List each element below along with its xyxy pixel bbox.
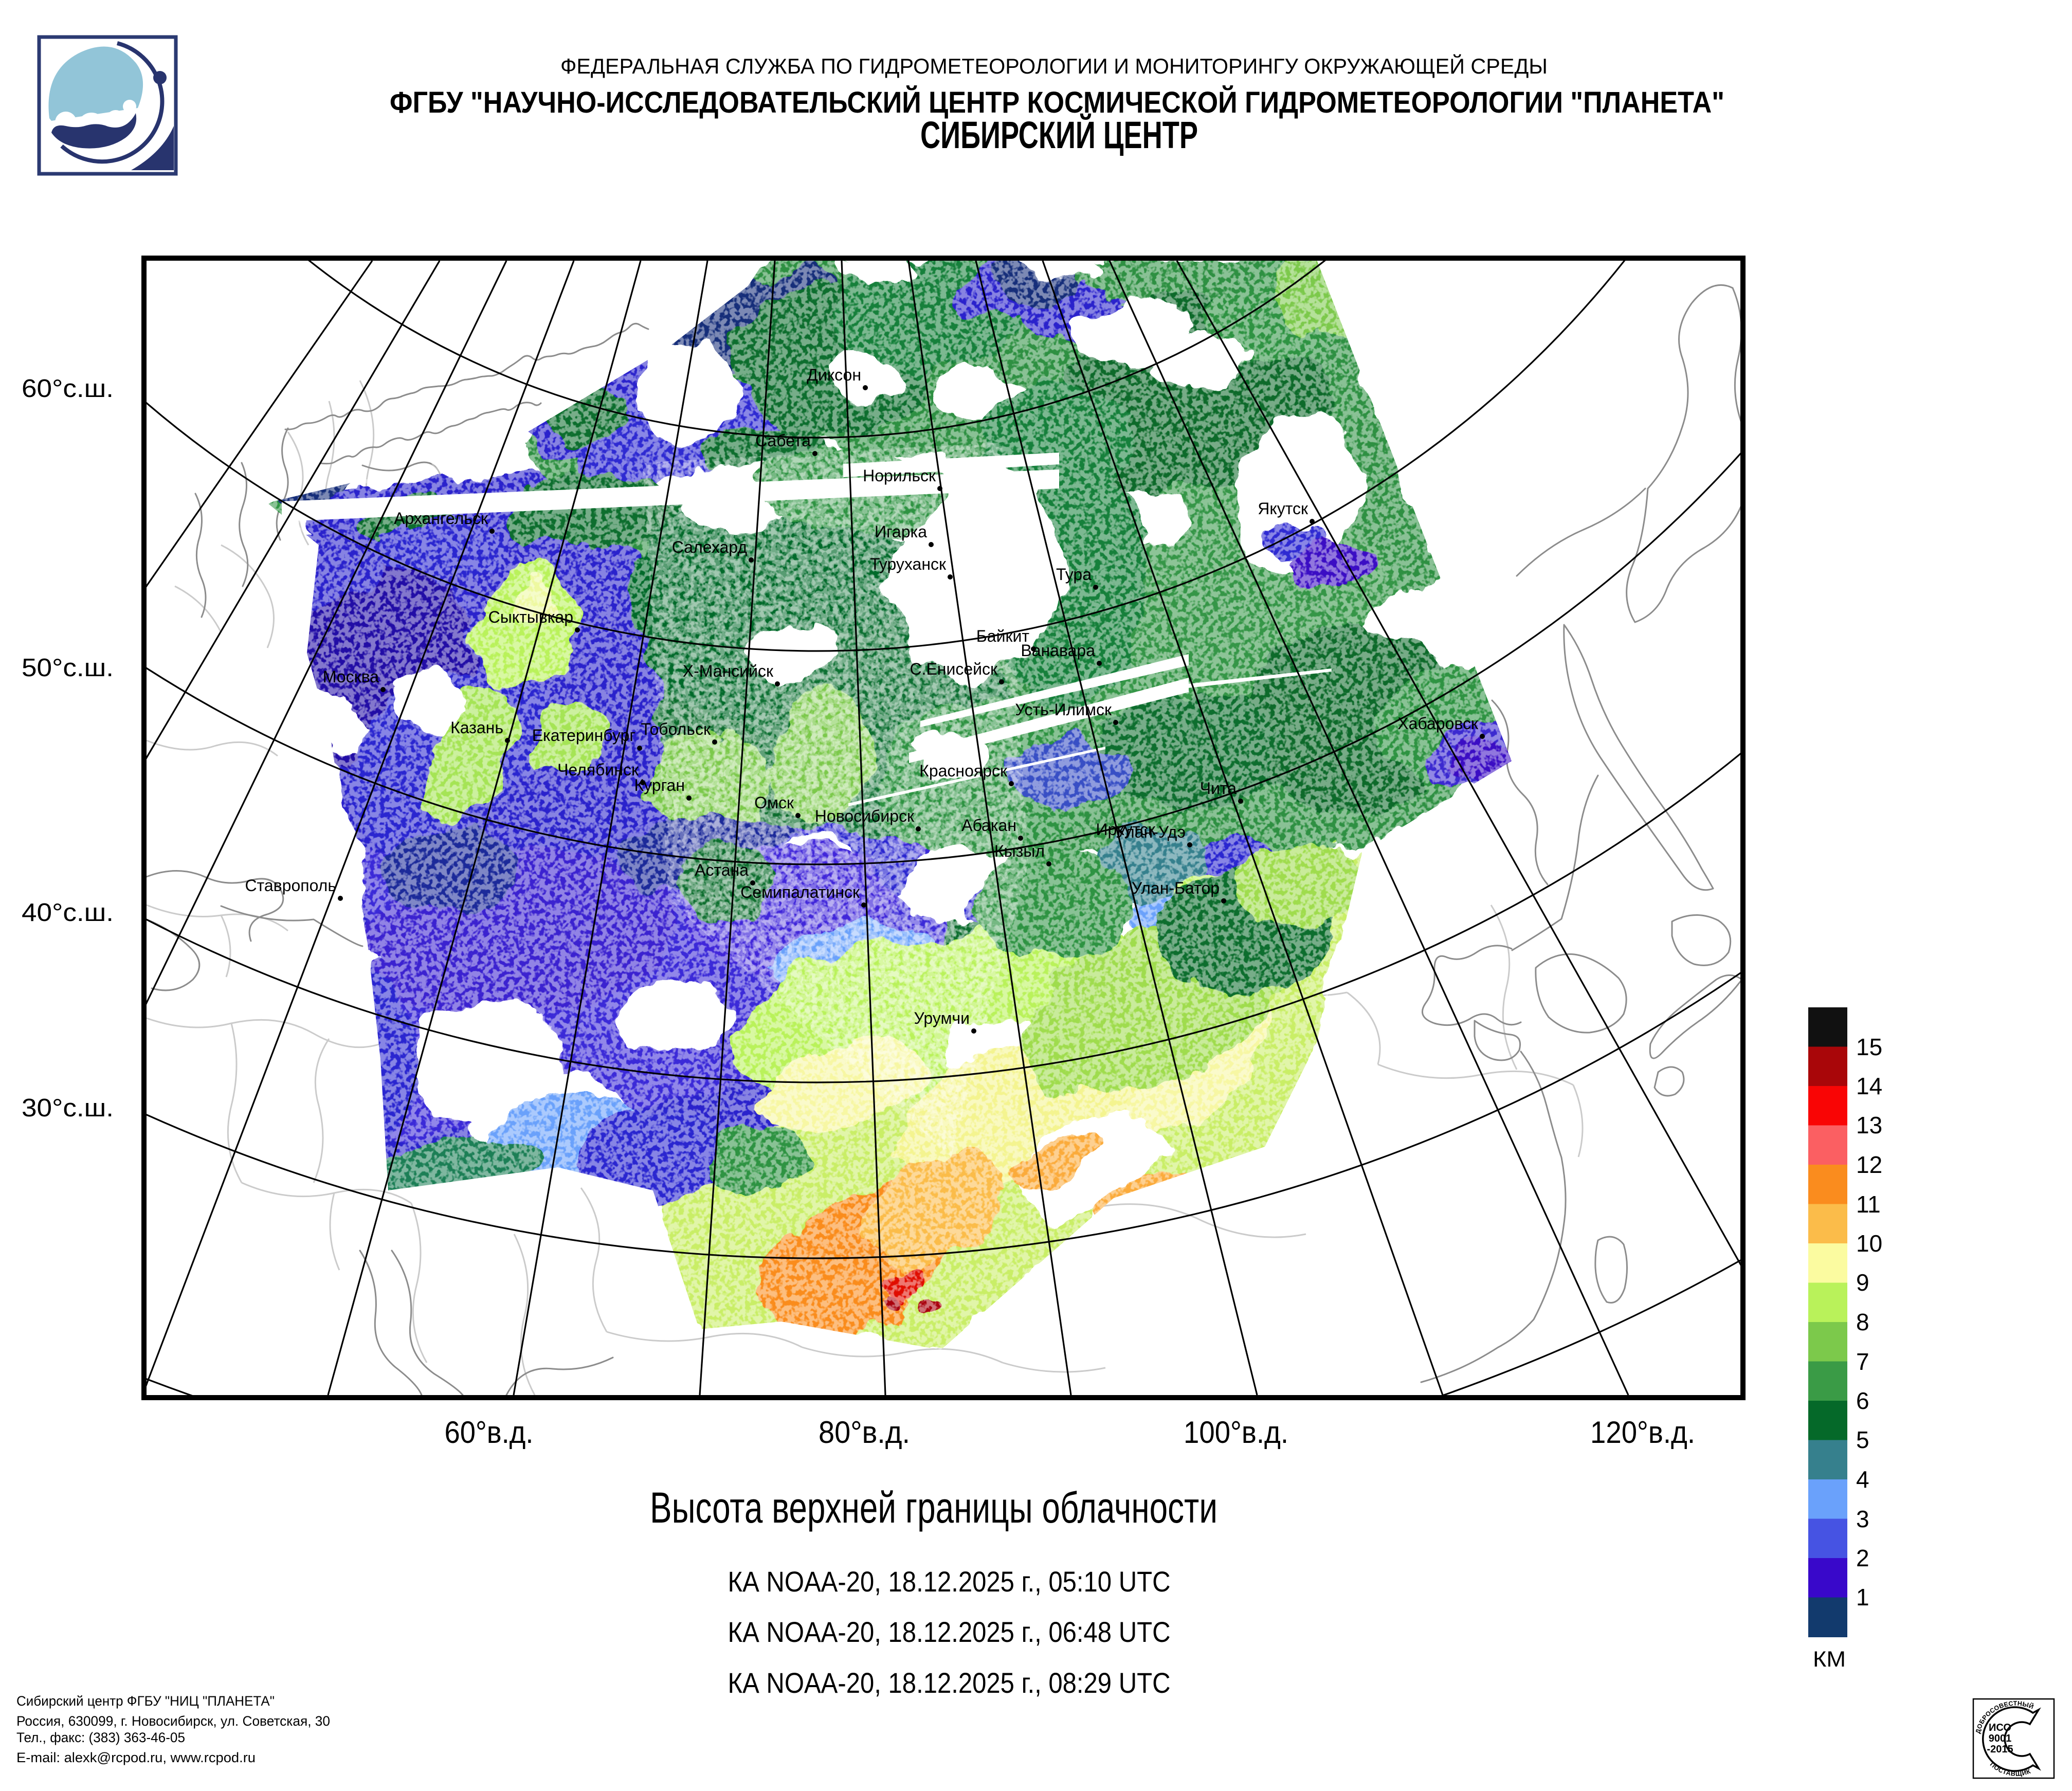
svg-text:Россия, 630099, г. Новосибирск: Россия, 630099, г. Новосибирск, ул. Сове… (16, 1713, 330, 1729)
svg-text:30°с.ш.: 30°с.ш. (22, 1094, 114, 1122)
svg-text:Тел., факс: (383) 363-46-05: Тел., факс: (383) 363-46-05 (16, 1730, 185, 1745)
svg-text:2: 2 (1856, 1545, 1869, 1571)
svg-text:Сибирский центр ФГБУ "НИЦ "ПЛА: Сибирский центр ФГБУ "НИЦ "ПЛАНЕТА" (16, 1693, 275, 1709)
svg-text:4: 4 (1856, 1466, 1869, 1493)
svg-text:Х-Мансийск: Х-Мансийск (683, 662, 774, 680)
svg-text:Ставрополь: Ставрополь (245, 876, 336, 895)
svg-text:Кызыл: Кызыл (994, 842, 1045, 860)
svg-text:3: 3 (1856, 1506, 1869, 1532)
svg-text:6: 6 (1856, 1387, 1869, 1414)
svg-text:Екатеринбург: Екатеринбург (532, 726, 635, 745)
svg-text:11: 11 (1856, 1191, 1881, 1218)
svg-text:60°в.д.: 60°в.д. (445, 1415, 534, 1450)
svg-text:Тобольск: Тобольск (641, 720, 711, 738)
svg-text:Усть-Илимск: Усть-Илимск (1015, 700, 1112, 719)
svg-text:Астана: Астана (695, 861, 749, 879)
svg-text:Омск: Омск (754, 793, 794, 812)
svg-text:50°с.ш.: 50°с.ш. (22, 654, 114, 682)
svg-text:Байкит: Байкит (976, 627, 1030, 645)
svg-text:Сыктывкар: Сыктывкар (488, 608, 573, 626)
svg-text:ИСО: ИСО (1989, 1722, 2011, 1733)
svg-text:Архангельск: Архангельск (394, 509, 488, 528)
svg-text:80°в.д.: 80°в.д. (819, 1415, 910, 1450)
svg-text:40°с.ш.: 40°с.ш. (22, 899, 114, 927)
svg-text:Хабаровск: Хабаровск (1397, 714, 1479, 733)
svg-text:Тура: Тура (1056, 565, 1092, 584)
svg-text:Урумчи: Урумчи (914, 1009, 970, 1027)
svg-text:Абакан: Абакан (961, 816, 1016, 835)
svg-text:8: 8 (1856, 1309, 1869, 1335)
svg-text:ФЕДЕРАЛЬНАЯ СЛУЖБА ПО ГИДРОМЕТ: ФЕДЕРАЛЬНАЯ СЛУЖБА ПО ГИДРОМЕТЕОРОЛОГИИ … (560, 53, 1548, 78)
svg-text:Казань: Казань (450, 718, 503, 737)
svg-text:Якутск: Якутск (1258, 499, 1308, 518)
svg-text:ФГБУ "НАУЧНО-ИССЛЕДОВАТЕЛЬСКИЙ: ФГБУ "НАУЧНО-ИССЛЕДОВАТЕЛЬСКИЙ ЦЕНТР КОС… (390, 86, 1724, 119)
svg-text:14: 14 (1856, 1073, 1882, 1099)
svg-text:9001: 9001 (1989, 1733, 2012, 1744)
svg-text:Туруханск: Туруханск (870, 555, 947, 573)
svg-text:120°в.д.: 120°в.д. (1590, 1415, 1695, 1450)
svg-text:Новосибирск: Новосибирск (815, 807, 915, 825)
svg-text:Норильск: Норильск (863, 466, 936, 485)
svg-text:Москва: Москва (323, 667, 379, 686)
svg-text:Курган: Курган (634, 776, 685, 794)
svg-text:КА NOAA-20, 18.12.2025 г., 08:: КА NOAA-20, 18.12.2025 г., 08:29 UTC (728, 1667, 1171, 1699)
svg-text:Высота верхней границы облачно: Высота верхней границы облачности (650, 1484, 1217, 1532)
svg-text:9: 9 (1856, 1269, 1869, 1296)
svg-text:Красноярск: Красноярск (919, 762, 1008, 780)
svg-text:10: 10 (1856, 1230, 1882, 1257)
svg-text:5: 5 (1856, 1426, 1869, 1453)
svg-text:Диксон: Диксон (807, 366, 861, 384)
svg-text:Салехард: Салехард (672, 538, 748, 556)
svg-text:КА NOAA-20, 18.12.2025 г., 06:: КА NOAA-20, 18.12.2025 г., 06:48 UTC (728, 1616, 1171, 1648)
svg-text:КМ: КМ (1813, 1647, 1846, 1672)
svg-text:-2015: -2015 (1987, 1744, 2013, 1755)
svg-text:КА NOAA-20, 18.12.2025 г., 05:: КА NOAA-20, 18.12.2025 г., 05:10 UTC (728, 1565, 1171, 1598)
svg-text:15: 15 (1856, 1034, 1882, 1060)
svg-text:1: 1 (1856, 1584, 1869, 1611)
svg-text:100°в.д.: 100°в.д. (1184, 1415, 1288, 1450)
svg-text:60°с.ш.: 60°с.ш. (22, 375, 114, 403)
svg-text:12: 12 (1856, 1151, 1882, 1178)
svg-text:Сабета: Сабета (755, 431, 811, 450)
svg-text:Челябинск: Челябинск (557, 761, 639, 779)
svg-text:С.Енисейск: С.Енисейск (910, 660, 998, 678)
svg-text:Улан-Батор: Улан-Батор (1132, 879, 1220, 897)
svg-text:Игарка: Игарка (875, 522, 927, 541)
svg-text:E-mail: alexk@rcpod.ru, www.rc: E-mail: alexk@rcpod.ru, www.rcpod.ru (16, 1750, 256, 1765)
svg-text:Чита: Чита (1200, 779, 1237, 798)
svg-text:Улан-Удэ: Улан-Удэ (1116, 823, 1186, 841)
svg-text:Семипалатинск: Семипалатинск (740, 883, 860, 901)
svg-text:Иркутск: Иркутск (1096, 820, 1156, 839)
svg-text:СИБИРСКИЙ ЦЕНТР: СИБИРСКИЙ ЦЕНТР (920, 113, 1198, 156)
svg-text:13: 13 (1856, 1112, 1882, 1138)
svg-text:7: 7 (1856, 1348, 1869, 1375)
svg-text:Ванавара: Ванавара (1021, 641, 1095, 660)
